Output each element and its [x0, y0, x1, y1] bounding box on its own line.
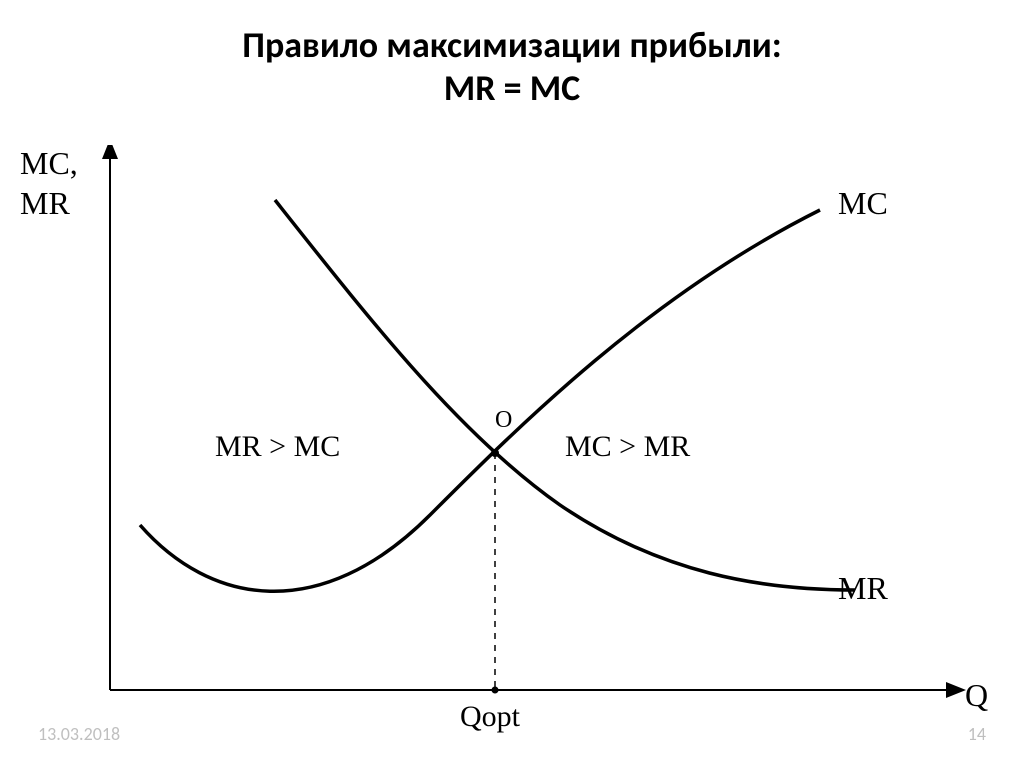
x-axis-label: Q	[965, 677, 988, 714]
economics-chart: MC, MR Q MC MR MR > MC MC > MR O Qopt	[0, 145, 1024, 745]
x-tick-label: Qopt	[460, 700, 520, 734]
mc-curve-label: MC	[838, 185, 888, 222]
slide-title: Правило максимизации прибыли: MR = MC	[0, 0, 1024, 130]
y-axis-label-1: MC,	[20, 145, 78, 182]
chart-svg	[0, 145, 1024, 745]
title-line-1: Правило максимизации прибыли:	[0, 24, 1024, 67]
intersection-point-label: O	[495, 407, 512, 434]
right-region-label: MC > MR	[565, 430, 690, 464]
footer-date: 13.03.2018	[38, 723, 120, 745]
y-axis-label-2: MR	[20, 185, 70, 222]
footer-page: 14	[968, 723, 986, 745]
mr-curve-label: MR	[838, 570, 888, 607]
left-region-label: MR > MC	[215, 430, 340, 464]
title-line-2: MR = MC	[0, 67, 1024, 110]
